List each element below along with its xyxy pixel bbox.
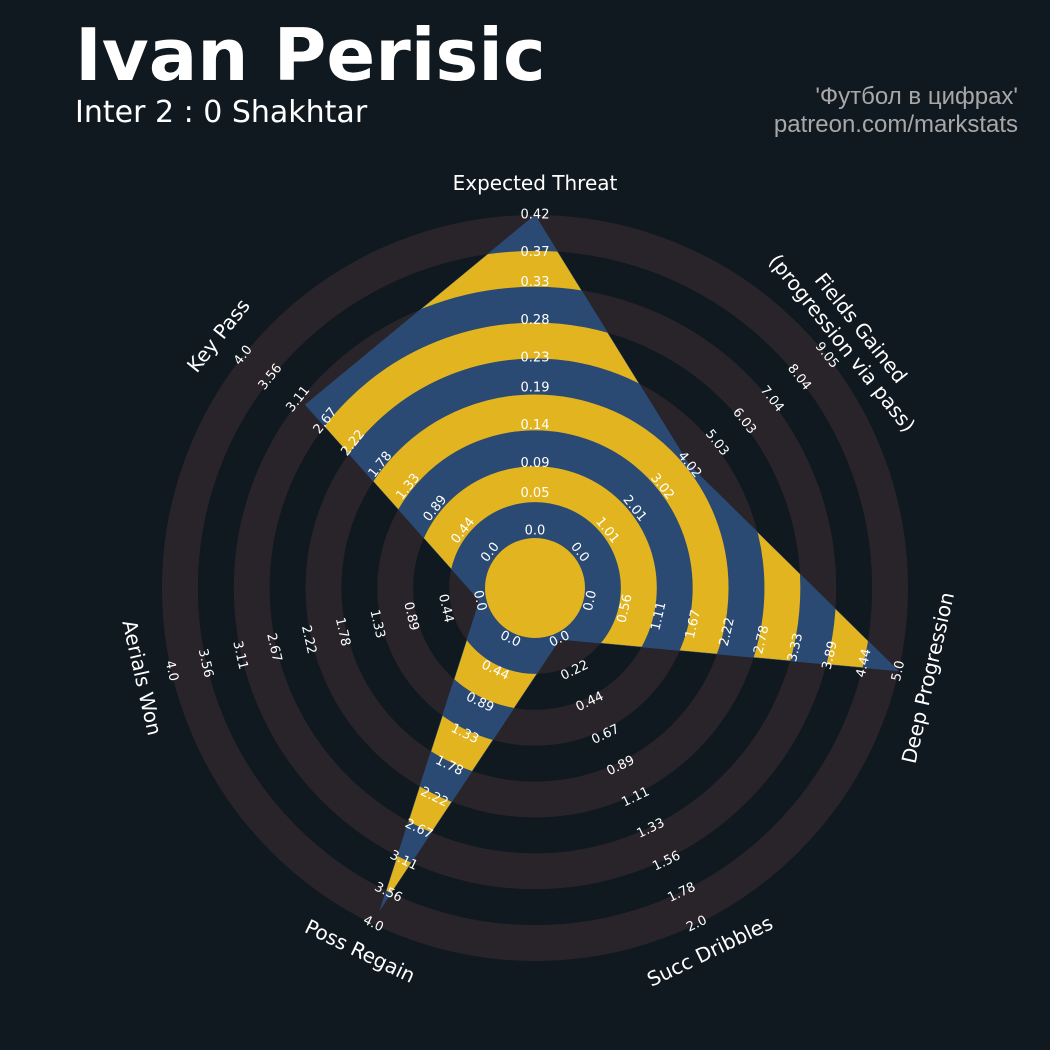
- tick-label: 0.0: [470, 589, 489, 613]
- tick-label: 1.78: [332, 616, 353, 648]
- tick-label: 4.0: [162, 659, 181, 683]
- tick-label: 0.44: [435, 593, 456, 625]
- tick-label: 0.0: [525, 524, 546, 539]
- tick-label: 0.42: [521, 208, 550, 223]
- tick-label: 0.14: [521, 418, 550, 433]
- tick-label: 0.28: [521, 313, 550, 328]
- credit: patreon.com/markstats: [774, 111, 1018, 138]
- tick-label: 1.11: [648, 601, 669, 633]
- radar-polygon: [304, 214, 900, 910]
- tick-label: 5.0: [889, 659, 908, 683]
- tick-label: 0.19: [521, 381, 550, 396]
- tick-label: 3.56: [195, 647, 216, 679]
- tick-label: 4.44: [854, 647, 875, 679]
- tick-label: 2.22: [717, 616, 738, 648]
- tick-label: 0.56: [615, 593, 636, 625]
- tick-label: 0.23: [521, 350, 550, 365]
- tick-label: 0.09: [521, 456, 550, 471]
- tick-label: 3.33: [785, 632, 806, 664]
- tick-label: 2.22: [298, 624, 319, 656]
- center: [485, 538, 585, 638]
- tick-label: 1.67: [683, 608, 704, 640]
- tick-label: 3.11: [229, 640, 250, 672]
- axis-label-line: Expected Threat: [453, 171, 618, 195]
- tick-label: 0.89: [400, 601, 421, 633]
- chart-title: Ivan Perisic: [75, 13, 546, 97]
- tick-label: 3.89: [820, 640, 841, 672]
- tick-label: 0.05: [521, 486, 550, 501]
- tick-label: 0.0: [581, 589, 600, 613]
- tick-label: 0.33: [521, 275, 550, 290]
- axis-label: Expected Threat: [453, 171, 618, 195]
- tick-label: 1.33: [366, 608, 387, 640]
- tick-label: 2.67: [263, 632, 284, 664]
- tick-label: 2.78: [751, 624, 772, 656]
- chart-subtitle: Inter 2 : 0 Shakhtar: [75, 95, 368, 130]
- credit: 'Футбол в цифрах': [815, 83, 1018, 110]
- tick-label: 0.37: [521, 245, 550, 260]
